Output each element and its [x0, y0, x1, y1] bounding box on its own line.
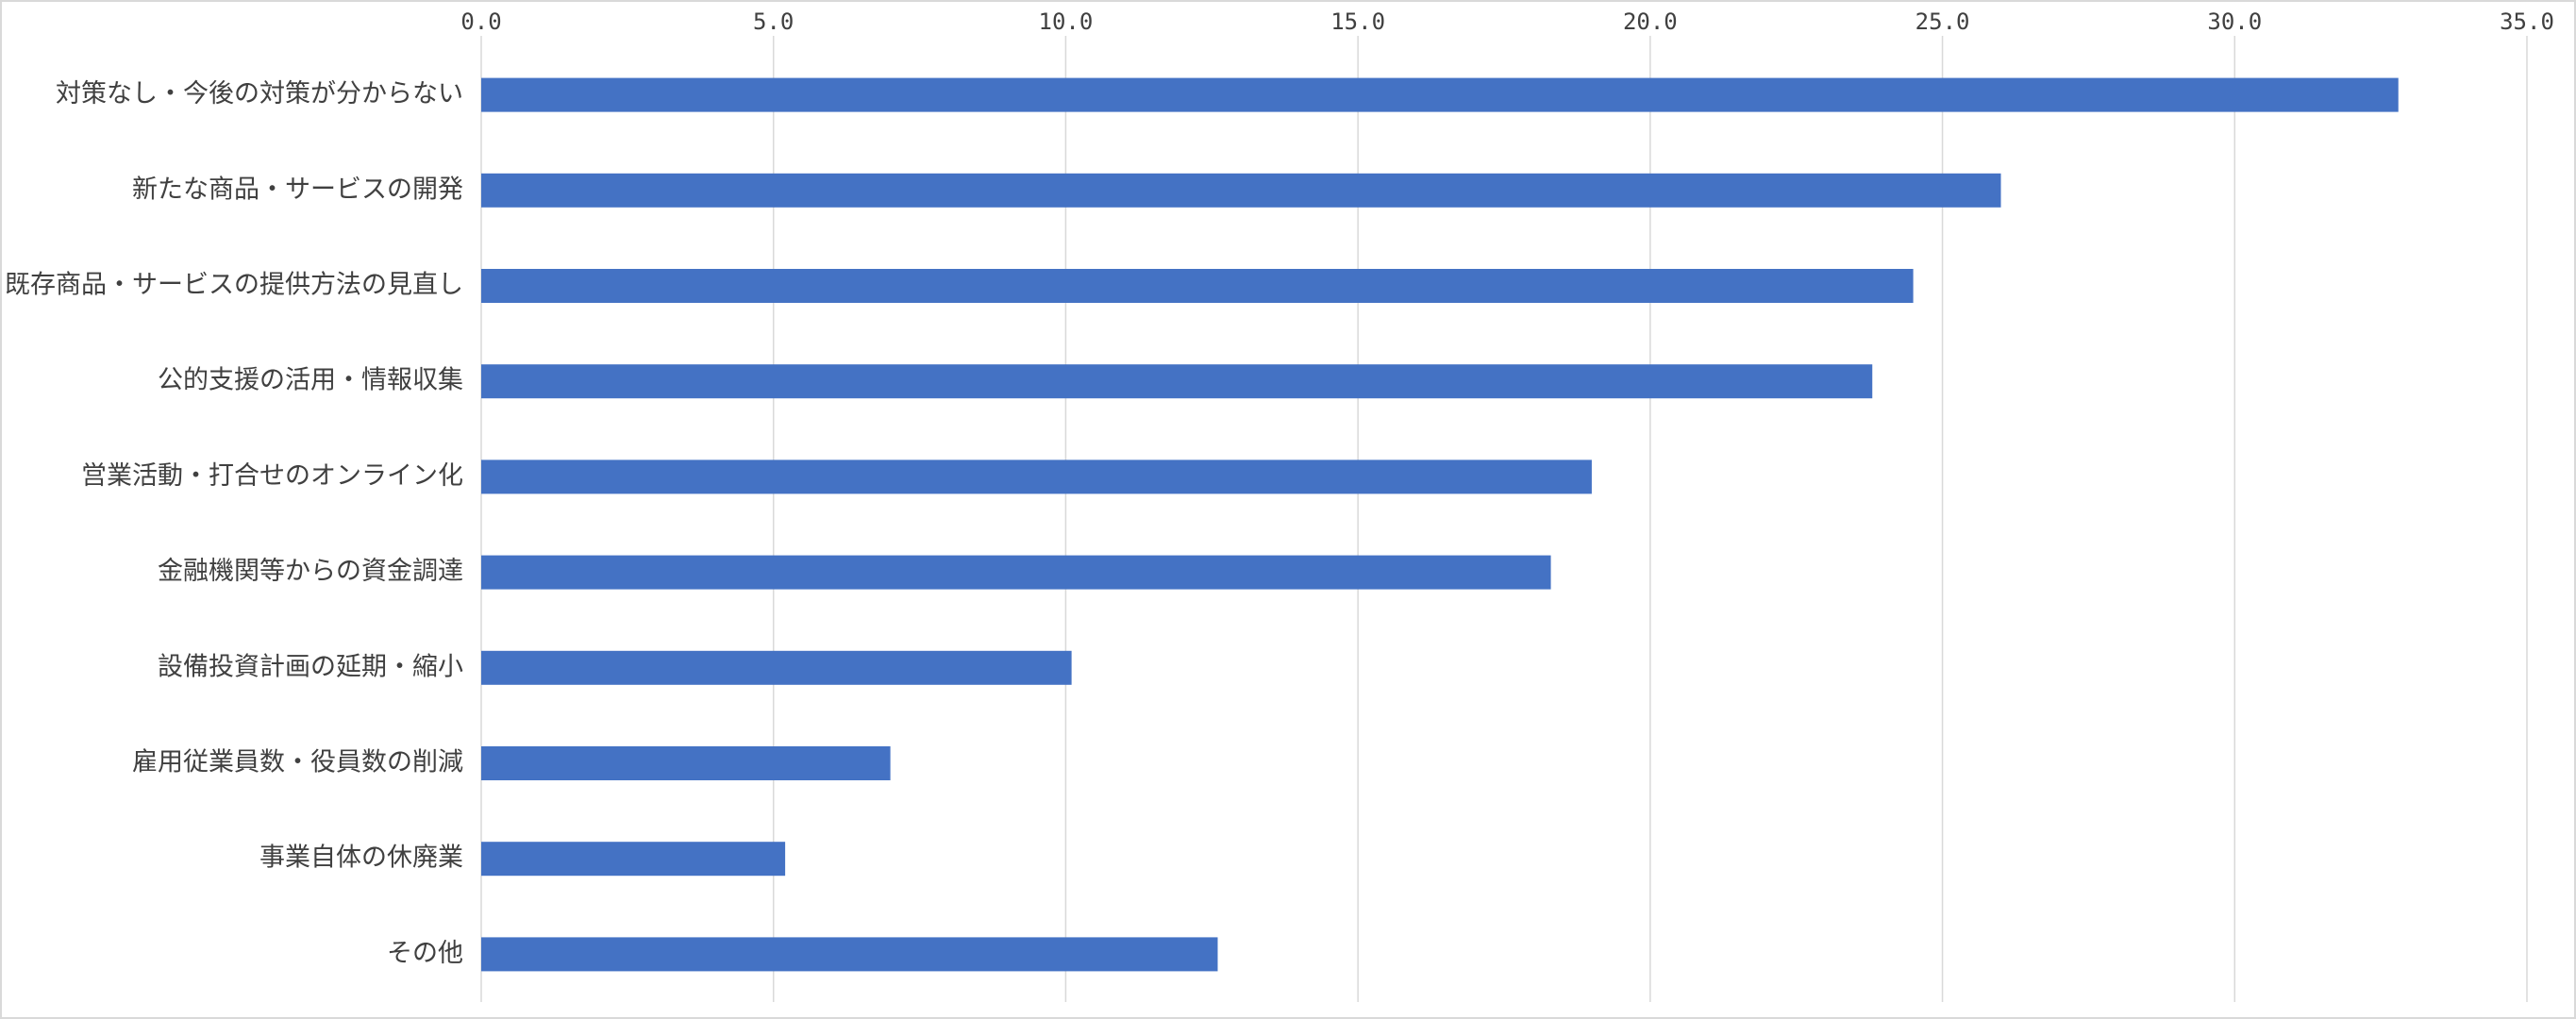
y-tick-label: その他	[387, 939, 463, 968]
bar	[481, 937, 1218, 972]
x-tick-label: 15.0	[1330, 8, 1385, 35]
x-tick-label: 20.0	[1623, 8, 1678, 35]
y-tick-label: 金融機関等からの資金調達	[158, 557, 463, 586]
y-tick-label: 既存商品・サービスの提供方法の見直し	[5, 271, 463, 300]
y-tick-label: 公的支援の活用・情報収集	[158, 366, 463, 395]
x-tick-label: 5.0	[753, 8, 794, 35]
bar	[481, 842, 786, 877]
x-tick-label: 25.0	[1915, 8, 1970, 35]
bar	[481, 555, 1551, 590]
x-tick-label: 35.0	[2500, 8, 2554, 35]
x-tick-label: 0.0	[460, 8, 501, 35]
y-tick-label: 雇用従業員数・役員数の削減	[132, 748, 463, 777]
y-tick-label: 設備投資計画の延期・縮小	[158, 652, 463, 681]
bar	[481, 746, 891, 780]
y-tick-label: 新たな商品・サービスの開発	[132, 175, 463, 204]
y-tick-label: 営業活動・打合せのオンライン化	[81, 461, 463, 491]
bar	[481, 364, 1873, 399]
bar	[481, 459, 1592, 494]
x-tick-label: 30.0	[2207, 8, 2262, 35]
x-tick-label: 10.0	[1039, 8, 1094, 35]
bar	[481, 650, 1072, 685]
bar	[481, 77, 2399, 112]
bar	[481, 173, 2001, 208]
bar	[481, 269, 1914, 303]
y-tick-label: 対策なし・今後の対策が分からない	[56, 79, 463, 109]
y-tick-label: 事業自体の休廃業	[259, 844, 463, 873]
